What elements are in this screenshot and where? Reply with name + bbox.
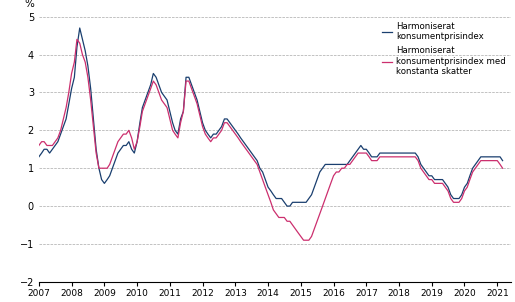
Line: Harmoniserat
konsumentprisindex med
konstanta skatter: Harmoniserat konsumentprisindex med kons… xyxy=(39,39,503,240)
Legend: Harmoniserat
konsumentprisindex, Harmoniserat
konsumentprisindex med
konstanta s: Harmoniserat konsumentprisindex, Harmoni… xyxy=(379,18,509,80)
Line: Harmoniserat
konsumentprisindex: Harmoniserat konsumentprisindex xyxy=(39,28,503,206)
Y-axis label: %: % xyxy=(25,0,35,9)
